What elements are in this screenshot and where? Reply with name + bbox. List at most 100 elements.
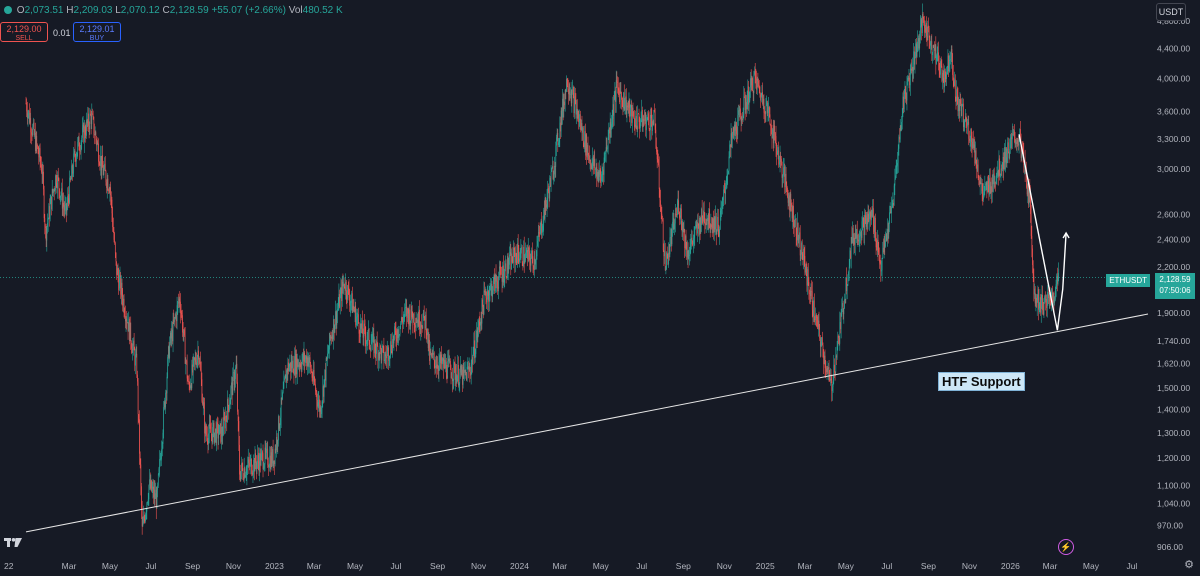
candle-body: [787, 197, 789, 203]
candle-body: [384, 359, 385, 362]
candle-body: [157, 485, 158, 490]
candle-body: [338, 294, 340, 307]
candle-body: [914, 57, 916, 65]
tradingview-logo[interactable]: [4, 536, 22, 551]
candle-body: [480, 321, 482, 324]
candle-body: [84, 126, 86, 135]
candle-body: [472, 357, 473, 364]
lightning-icon[interactable]: ⚡: [1058, 539, 1074, 555]
candle-body: [468, 367, 470, 370]
candle-body: [390, 341, 392, 351]
candle-body: [546, 197, 548, 208]
candle-body: [1002, 156, 1004, 169]
candle-body: [866, 218, 868, 227]
candle-body: [757, 78, 759, 81]
candle-body: [1034, 288, 1035, 295]
sell-label: SELL: [15, 35, 33, 42]
candle-body: [780, 155, 782, 159]
candle-body: [701, 208, 703, 218]
candle-body: [1046, 294, 1048, 308]
candle-body: [95, 132, 97, 139]
candle-body: [281, 397, 283, 400]
candle-body: [869, 212, 871, 217]
candle-body: [325, 358, 327, 381]
candle-body: [762, 92, 763, 104]
candle-body: [471, 357, 473, 366]
candle-body: [628, 99, 630, 108]
candle-body: [623, 92, 624, 109]
candle-body: [765, 105, 767, 115]
x-tick-label: 2026: [1001, 561, 1020, 571]
buy-button[interactable]: 2,129.01 BUY: [73, 22, 121, 42]
y-tick-label: 1,500.00: [1157, 383, 1190, 393]
sell-button[interactable]: 2,129.00 SELL: [0, 22, 48, 42]
candle-body: [203, 402, 205, 408]
candle-body: [224, 418, 226, 429]
candle-body: [105, 171, 107, 183]
candle-body: [709, 208, 710, 228]
candle-body: [507, 256, 508, 278]
currency-selector[interactable]: USDT: [1156, 3, 1186, 21]
candle-body: [654, 109, 655, 112]
candle-body: [258, 461, 260, 472]
candle-body: [883, 247, 884, 253]
drawings[interactable]: [0, 134, 1150, 533]
candle-body: [396, 338, 397, 342]
candle-body: [61, 188, 62, 196]
candle-body: [358, 314, 359, 323]
time-axis[interactable]: 22 Mar May Jul Sep Nov 2023 Mar May Jul Sep Nov 2024…: [4, 561, 1137, 571]
candle-body: [670, 237, 671, 238]
candle-body: [915, 43, 917, 57]
candle-body: [708, 208, 710, 225]
candle-body: [989, 178, 990, 195]
candle-body: [683, 222, 684, 233]
candle-body: [907, 77, 908, 82]
candle-body: [644, 112, 646, 121]
candle-body: [407, 308, 408, 318]
candle-body: [440, 354, 442, 364]
x-tick-label: Mar: [798, 561, 813, 571]
candle-body: [53, 189, 54, 193]
candle-body: [832, 387, 833, 392]
candle-body: [880, 262, 882, 272]
candle-body: [591, 161, 593, 170]
candle-body: [669, 237, 671, 255]
candle-body: [875, 240, 877, 248]
candle-body: [709, 227, 711, 229]
candle-body: [1048, 294, 1049, 299]
gear-icon[interactable]: ⚙: [1184, 559, 1194, 571]
candle-body: [394, 326, 396, 331]
candle-body: [633, 116, 635, 118]
candle-body: [365, 335, 367, 345]
x-tick-label: May: [347, 561, 364, 571]
candle-body: [210, 426, 211, 433]
candle-body: [347, 285, 349, 288]
candle-body: [94, 134, 95, 136]
candle-body: [911, 67, 913, 71]
candle-body: [860, 232, 861, 236]
candle-body: [999, 175, 1001, 176]
candle-body: [146, 503, 148, 512]
candle-body: [836, 355, 837, 358]
candle-body: [768, 106, 770, 115]
candle-body: [259, 453, 261, 466]
candle-body: [554, 165, 556, 167]
candle-body: [59, 195, 61, 199]
candle-body: [486, 297, 487, 303]
candle-body: [77, 142, 79, 153]
candle-body: [678, 200, 680, 212]
candle-body: [996, 175, 998, 177]
candle-body: [717, 216, 719, 230]
candle-body: [919, 39, 921, 49]
candle-body: [63, 206, 65, 211]
candle-body: [192, 358, 194, 373]
candle-body: [986, 182, 988, 192]
candle-body: [130, 322, 132, 344]
candle-body: [398, 335, 400, 338]
candle-body: [429, 339, 430, 361]
candle-body: [111, 199, 113, 214]
candle-body: [54, 189, 56, 192]
htf-support-label[interactable]: HTF Support: [938, 372, 1025, 391]
candle-body: [761, 92, 763, 96]
